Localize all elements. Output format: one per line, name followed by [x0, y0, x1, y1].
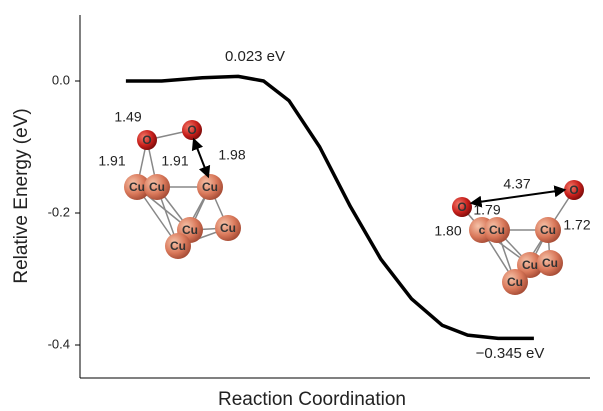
atom-label: O: [187, 123, 196, 137]
atom: [484, 217, 510, 243]
distance-label: 1.80: [434, 223, 461, 239]
y-tick-label: -0.2: [48, 204, 70, 219]
atom: [537, 250, 563, 276]
distance-label: 1.49: [114, 109, 141, 125]
atom: [165, 233, 191, 259]
atom-label: Cu: [202, 180, 218, 194]
atom: [144, 174, 170, 200]
atom: [452, 197, 472, 217]
atom-label: Cu: [149, 180, 165, 194]
atom-label: Cu: [129, 180, 145, 194]
atom-label: Cu: [542, 256, 558, 270]
atom-label: Cu: [540, 223, 556, 237]
atom-label: Cu: [220, 221, 236, 235]
distance-arrow: [191, 137, 211, 179]
atom: [137, 130, 157, 150]
x-axis-title: Reaction Coordination: [218, 389, 406, 410]
distance-label: 1.91: [161, 153, 188, 169]
atom-label: O: [569, 183, 578, 197]
atom-label: Cu: [182, 223, 198, 237]
atom-label: O: [457, 200, 466, 214]
y-tick-label: 0.0: [52, 72, 70, 87]
atom: [564, 180, 584, 200]
atom-label: Cu: [489, 223, 505, 237]
annotation: −0.345 eV: [476, 345, 545, 362]
atom: [182, 120, 202, 140]
energy-line: [125, 74, 534, 341]
annotation: 0.023 eV: [225, 48, 285, 65]
distance-label: 1.91: [98, 153, 125, 169]
distance-label: 4.37: [503, 176, 530, 192]
atom-label: Cu: [507, 275, 523, 289]
atom: [517, 252, 543, 278]
atom: [124, 174, 150, 200]
distance-label: 1.79: [473, 202, 500, 218]
y-axis-title: Relative Energy (eV): [11, 108, 32, 283]
y-tick-label: -0.4: [48, 336, 70, 351]
atom-label: O: [142, 133, 151, 147]
distance-label: 1.98: [218, 147, 245, 163]
distance-arrow: [469, 185, 567, 208]
distance-label: 1.72: [563, 217, 590, 233]
atom: [215, 215, 241, 241]
atom-label: Cu: [522, 258, 538, 272]
atom-label: Cu: [170, 239, 186, 253]
atom: [535, 217, 561, 243]
atom: [502, 269, 528, 295]
atom: [197, 174, 223, 200]
atom-label: c: [479, 223, 486, 237]
